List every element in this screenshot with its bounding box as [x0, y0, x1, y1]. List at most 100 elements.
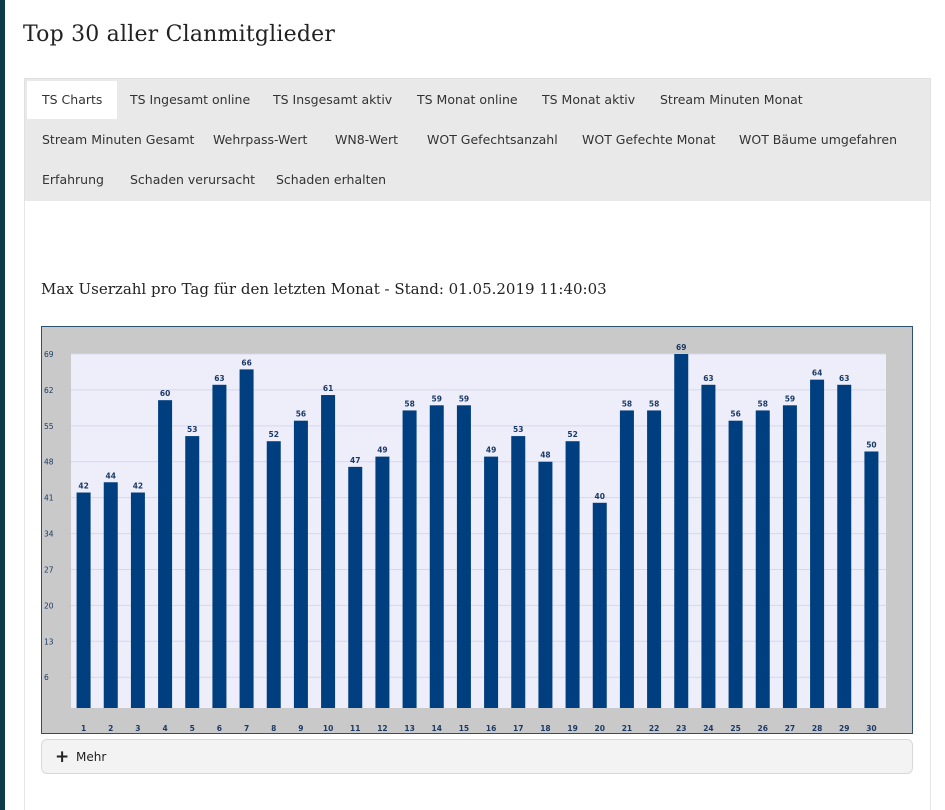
x-tick-label: 16	[486, 724, 496, 733]
bar	[484, 456, 499, 708]
bar	[647, 410, 662, 708]
tab-stream-minuten-monat[interactable]: Stream Minuten Monat	[660, 92, 803, 107]
bar-value-label: 52	[567, 430, 577, 439]
bar-value-label: 60	[160, 389, 170, 398]
tab-schaden-verursacht[interactable]: Schaden verursacht	[130, 172, 256, 187]
bar	[348, 466, 363, 708]
bar	[565, 441, 580, 708]
bar-value-label: 59	[785, 394, 795, 403]
bar-value-label: 53	[513, 425, 523, 434]
x-tick-label: 25	[730, 724, 740, 733]
tab-ts-insgesamt-aktiv[interactable]: TS Insgesamt aktiv	[273, 92, 393, 107]
bar-value-label: 50	[866, 440, 876, 449]
tab-wot-gefechte-monat[interactable]: WOT Gefechte Monat	[582, 132, 716, 147]
y-tick-label: 20	[44, 601, 54, 610]
bar-value-label: 61	[323, 384, 333, 393]
more-label: Mehr	[76, 750, 107, 764]
x-tick-label: 6	[217, 724, 222, 733]
chart-heading: Max Userzahl pro Tag für den letzten Mon…	[41, 280, 607, 298]
bar-value-label: 58	[758, 399, 768, 408]
bar-value-label: 56	[296, 410, 306, 419]
bar	[810, 379, 825, 708]
bar	[158, 400, 173, 708]
x-tick-label: 2	[108, 724, 113, 733]
x-tick-label: 4	[162, 724, 167, 733]
bar	[864, 451, 879, 708]
x-tick-label: 30	[866, 724, 876, 733]
plot-area	[71, 354, 886, 708]
tab-ts-monat-online[interactable]: TS Monat online	[417, 92, 518, 107]
more-expander[interactable]: + Mehr	[41, 739, 913, 774]
x-tick-label: 10	[323, 724, 333, 733]
bar-value-label: 40	[595, 492, 605, 501]
bar-value-label: 59	[432, 394, 442, 403]
tab-wn8-wert[interactable]: WN8-Wert	[335, 132, 399, 147]
tab-stream-minuten-gesamt[interactable]: Stream Minuten Gesamt	[42, 132, 195, 147]
bar	[293, 420, 308, 708]
bar-chart: 6 13 20 27 34 41 48 55 62 69 42 1 44 2 42 3 60 4 53 5 63 6 66 7…	[41, 326, 913, 734]
y-tick-label: 69	[44, 350, 54, 359]
x-tick-label: 14	[432, 724, 442, 733]
bar	[755, 410, 770, 708]
x-tick-label: 24	[703, 724, 713, 733]
bar	[266, 441, 281, 708]
bar-value-label: 49	[377, 446, 387, 455]
bar	[728, 420, 743, 708]
bar	[130, 492, 145, 708]
bar	[321, 395, 336, 708]
bar	[456, 405, 471, 708]
tab-schaden-erhalten[interactable]: Schaden erhalten	[276, 172, 387, 187]
bar	[239, 369, 254, 708]
x-tick-label: 26	[758, 724, 768, 733]
bar-value-label: 42	[78, 482, 88, 491]
tab-wehrpass-wert[interactable]: Wehrpass-Wert	[213, 132, 308, 147]
x-tick-label: 27	[785, 724, 795, 733]
y-tick-label: 27	[44, 565, 54, 574]
x-tick-label: 18	[540, 724, 550, 733]
y-tick-label: 55	[44, 422, 54, 431]
bar	[619, 410, 634, 708]
bar-value-label: 42	[133, 482, 143, 491]
bar-value-label: 48	[540, 451, 550, 460]
bar-value-label: 56	[730, 410, 740, 419]
bar	[674, 354, 689, 708]
x-tick-label: 17	[513, 724, 523, 733]
y-tick-label: 34	[44, 530, 54, 539]
x-tick-label: 20	[595, 724, 605, 733]
bar-value-label: 58	[622, 399, 632, 408]
bar-value-label: 58	[404, 399, 414, 408]
tab-wot-baeume-umgefahren[interactable]: WOT Bäume umgefahren	[739, 132, 897, 147]
bar-value-label: 69	[676, 343, 686, 352]
x-tick-label: 7	[244, 724, 249, 733]
left-edge-bar	[0, 0, 5, 810]
bar	[538, 461, 553, 708]
bar-value-label: 63	[839, 374, 849, 383]
bar	[429, 405, 444, 708]
x-tick-label: 12	[377, 724, 387, 733]
page-title: Top 30 aller Clanmitglieder	[23, 22, 336, 47]
y-tick-label: 6	[44, 673, 49, 682]
bar-value-label: 64	[812, 369, 822, 378]
x-tick-label: 13	[404, 724, 414, 733]
tab-ts-monat-aktiv[interactable]: TS Monat aktiv	[542, 92, 636, 107]
tab-ts-ingesamt-online[interactable]: TS Ingesamt online	[130, 92, 251, 107]
bar	[511, 436, 526, 708]
tab-wot-gefechtsanzahl[interactable]: WOT Gefechtsanzahl	[427, 132, 558, 147]
bar	[402, 410, 417, 708]
y-tick-label: 48	[44, 458, 54, 467]
x-tick-label: 28	[812, 724, 822, 733]
bar-value-label: 59	[459, 394, 469, 403]
x-tick-label: 22	[649, 724, 659, 733]
tab-erfahrung[interactable]: Erfahrung	[42, 172, 104, 187]
bar-value-label: 66	[241, 358, 251, 367]
x-tick-label: 11	[350, 724, 360, 733]
x-tick-label: 23	[676, 724, 686, 733]
bar-value-label: 44	[106, 471, 116, 480]
tab-ts-charts[interactable]: TS Charts	[27, 81, 118, 119]
bar	[837, 384, 852, 708]
bar	[212, 384, 227, 708]
y-tick-label: 62	[44, 386, 54, 395]
bar-value-label: 47	[350, 456, 360, 465]
x-tick-label: 15	[459, 724, 469, 733]
bar	[103, 482, 118, 708]
